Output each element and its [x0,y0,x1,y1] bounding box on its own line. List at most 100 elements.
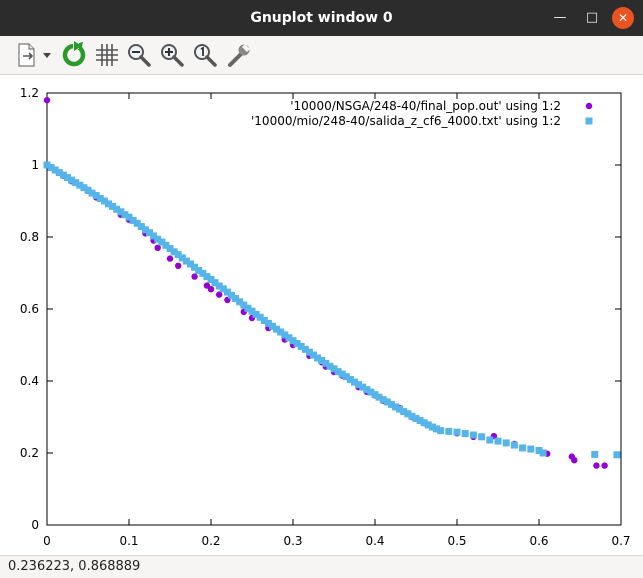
data-point-series-2 [252,310,260,318]
data-point-series-2 [100,197,108,205]
data-point-series-2 [211,279,219,287]
data-point-series-2 [322,359,330,367]
data-point-series-2 [420,419,428,427]
data-point-series-2 [125,213,133,221]
data-point-series-1 [154,244,161,251]
data-point-series-2 [199,269,207,277]
data-point-series-2 [486,436,494,444]
data-point-series-2 [535,446,543,454]
data-point-series-2 [178,254,186,262]
data-point-series-2 [355,381,363,389]
toolbar [0,36,643,75]
data-point-series-2 [305,348,313,356]
data-point-series-2 [412,414,420,422]
data-point-series-2 [453,428,461,436]
data-point-series-2 [383,398,391,406]
data-point-series-2 [43,161,51,169]
data-point-series-2 [158,238,166,246]
data-point-series-2 [223,288,231,296]
data-point-series-2 [326,362,334,370]
data-point-series-1 [207,286,215,293]
data-point-series-2 [363,386,371,394]
plot-border [46,92,622,526]
data-point-series-2 [494,437,502,445]
export-icon[interactable] [12,40,42,70]
data-point-series-2 [375,393,383,401]
legend-marker-series-2 [585,117,593,125]
y-tick-label: 0.2 [20,446,39,460]
x-tick-label: 0 [43,534,51,548]
data-point-series-2 [408,412,416,420]
data-point-series-1 [593,462,600,469]
data-point-series-2 [207,275,215,283]
data-point-series-2 [133,219,141,227]
data-point-series-2 [182,257,190,265]
data-point-series-2 [170,248,178,256]
data-point-series-2 [236,298,244,306]
data-point-series-2 [96,194,104,202]
data-point-series-2 [428,423,436,431]
plot-area[interactable]: 0 0.1 0.2 0.3 0.4 0.5 0.6 0.7 0 0.2 0.4 0.6 0.8 1 1.2 … [0,75,643,555]
data-point-series-2 [519,444,527,452]
maximize-button[interactable]: □ [585,10,599,25]
data-point-series-2 [51,166,59,174]
data-point-series-2 [72,179,80,187]
data-point-series-2 [416,417,424,425]
title-bar: Gnuplot window 0 — □ ✕ [0,0,643,36]
scatter-chart[interactable]: 0 0.1 0.2 0.3 0.4 0.5 0.6 0.700.20.40.60.811.2 … [0,75,643,555]
data-point-series-2 [166,245,174,253]
options-icon[interactable] [224,40,254,70]
window-title: Gnuplot window 0 [250,10,393,26]
data-point-series-2 [68,176,76,184]
data-point-series-2 [297,342,305,350]
data-point-series-2 [359,383,367,391]
data-point-series-2 [445,427,453,435]
data-point-series-2 [281,331,289,339]
data-point-series-2 [195,266,203,274]
data-point-series-2 [338,370,346,378]
status-bar: 0.236223, 0.868889 [0,555,643,578]
data-point-series-2 [162,241,170,249]
data-point-series-2 [285,334,293,342]
y-tick-label: 0.4 [20,374,39,388]
data-point-series-2 [55,169,63,177]
legend-label: '10000/NSGA/248-40/final_pop.out' using … [290,99,561,113]
replot-icon[interactable] [59,40,89,70]
data-point-series-1 [43,97,51,104]
x-tick-label: 0.6 [529,534,548,548]
data-point-series-2 [248,307,256,315]
data-point-series-2 [539,449,547,457]
data-point-series-2 [318,356,326,364]
dropdown-arrow-icon[interactable] [40,40,54,70]
x-tick-label: 0.5 [447,534,466,548]
data-point-series-2 [260,317,268,325]
data-point-series-2 [219,285,227,293]
legend-label: '10000/mio/248-40/salida_z_cf6_4000.txt'… [251,114,561,128]
data-point-series-2 [387,400,395,408]
data-point-series-2 [367,388,375,396]
close-button[interactable]: ✕ [612,7,634,29]
data-point-series-1 [571,457,578,464]
data-point-series-2 [613,451,621,459]
zoom-in-icon[interactable] [157,40,187,70]
data-point-series-1 [191,273,198,280]
data-point-series-1 [175,262,182,269]
data-point-series-2 [240,301,248,309]
data-point-series-2 [187,260,194,268]
x-tick-label: 0.7 [611,534,630,548]
y-tick-label: 0 [31,518,39,532]
data-point-series-2 [371,391,379,399]
data-point-series-2 [310,351,317,359]
data-point-series-2 [80,184,88,192]
minimize-button[interactable]: — [553,10,567,25]
y-tick-label: 0.8 [20,230,39,244]
data-point-series-2 [215,282,223,290]
data-point-series-2 [396,405,404,413]
grid-icon[interactable] [92,40,122,70]
data-point-series-2 [424,421,432,429]
zoom-reset-icon[interactable] [190,40,220,70]
data-point-series-2 [502,439,510,447]
y-tick-label: 0.6 [20,302,39,316]
data-point-series-2 [109,202,117,210]
zoom-out-icon[interactable] [124,40,154,70]
